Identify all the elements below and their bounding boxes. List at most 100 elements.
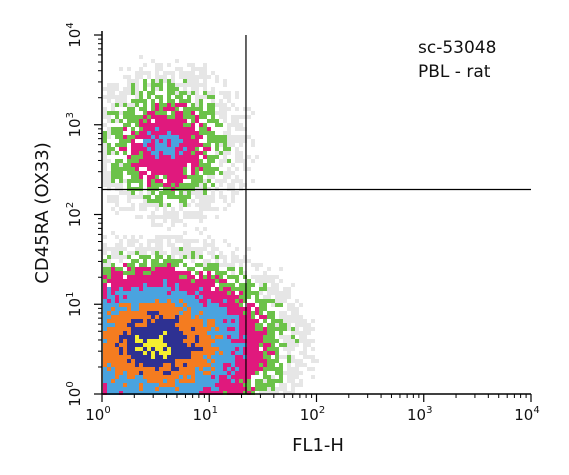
density-cell [183,387,187,391]
density-cell [139,99,143,103]
density-cell [291,335,295,339]
density-cell [203,183,207,187]
density-cell [239,307,243,311]
density-cell [203,71,207,75]
density-cell [111,231,115,235]
density-cell [219,275,223,279]
density-cell [223,295,227,299]
density-cell [215,207,219,211]
density-cell [263,271,267,275]
density-cell [183,79,187,83]
density-cell [147,111,151,115]
density-cell [295,339,299,343]
density-cell [103,267,107,271]
density-cell [175,287,179,291]
density-cell [191,339,195,343]
density-cell [107,391,111,395]
density-cell [195,387,199,391]
density-cell [135,87,139,91]
density-cell [259,287,263,291]
density-cell [123,99,127,103]
density-cell [199,159,203,163]
density-cell [243,283,247,287]
density-cell [199,351,203,355]
density-cell [131,143,135,147]
density-cell [123,139,127,143]
density-cell [231,267,235,271]
density-cell [131,303,135,307]
density-cell [103,375,107,379]
density-cell [183,291,187,295]
density-cell [251,343,255,347]
density-cell [191,303,195,307]
density-cell [119,319,123,323]
density-cell [147,159,151,163]
density-cell [143,115,147,119]
density-cell [123,327,127,331]
density-cell [155,271,159,275]
density-cell [167,391,171,395]
density-cell [115,295,119,299]
density-cell [115,267,119,271]
density-cell [139,171,143,175]
density-cell [215,271,219,275]
density-cell [207,171,211,175]
density-cell [251,159,255,163]
density-cell [187,363,191,367]
density-cell [303,339,307,343]
density-cell [183,383,187,387]
density-cell [191,295,195,299]
density-cell [135,387,139,391]
density-cell [235,343,239,347]
density-cell [191,275,195,279]
density-cell [207,159,211,163]
density-cell [239,367,243,371]
density-cell [103,347,107,351]
density-cell [215,103,219,107]
density-cell [171,151,175,155]
density-cell [143,327,147,331]
density-cell [163,167,167,171]
density-cell [211,347,215,351]
density-cell [219,123,223,127]
density-cell [119,259,123,263]
density-cell [187,139,191,143]
density-cell [123,87,127,91]
density-cell [235,351,239,355]
density-cell [191,143,195,147]
density-cell [183,319,187,323]
density-cell [151,115,155,119]
density-cell [255,331,259,335]
density-cell [135,279,139,283]
density-cell [167,311,171,315]
density-cell [267,379,271,383]
density-cell [203,87,207,91]
density-cell [291,371,295,375]
density-cell [163,279,167,283]
density-cell [111,371,115,375]
density-cell [187,243,191,247]
density-cell [107,143,111,147]
density-cell [227,139,231,143]
density-cell [127,335,131,339]
density-cell [267,355,271,359]
density-cell [231,343,235,347]
density-cell [211,359,215,363]
density-cell [191,119,195,123]
density-cell [115,319,119,323]
density-cell [235,247,239,251]
density-cell [171,287,175,291]
density-cell [151,283,155,287]
density-cell [115,235,119,239]
density-cell [131,191,135,195]
density-cell [179,175,183,179]
density-cell [283,371,287,375]
density-cell [215,387,219,391]
density-cell [155,199,159,203]
density-cell [147,199,151,203]
density-cell [207,263,211,267]
density-cell [207,251,211,255]
density-cell [223,91,227,95]
density-cell [159,171,163,175]
